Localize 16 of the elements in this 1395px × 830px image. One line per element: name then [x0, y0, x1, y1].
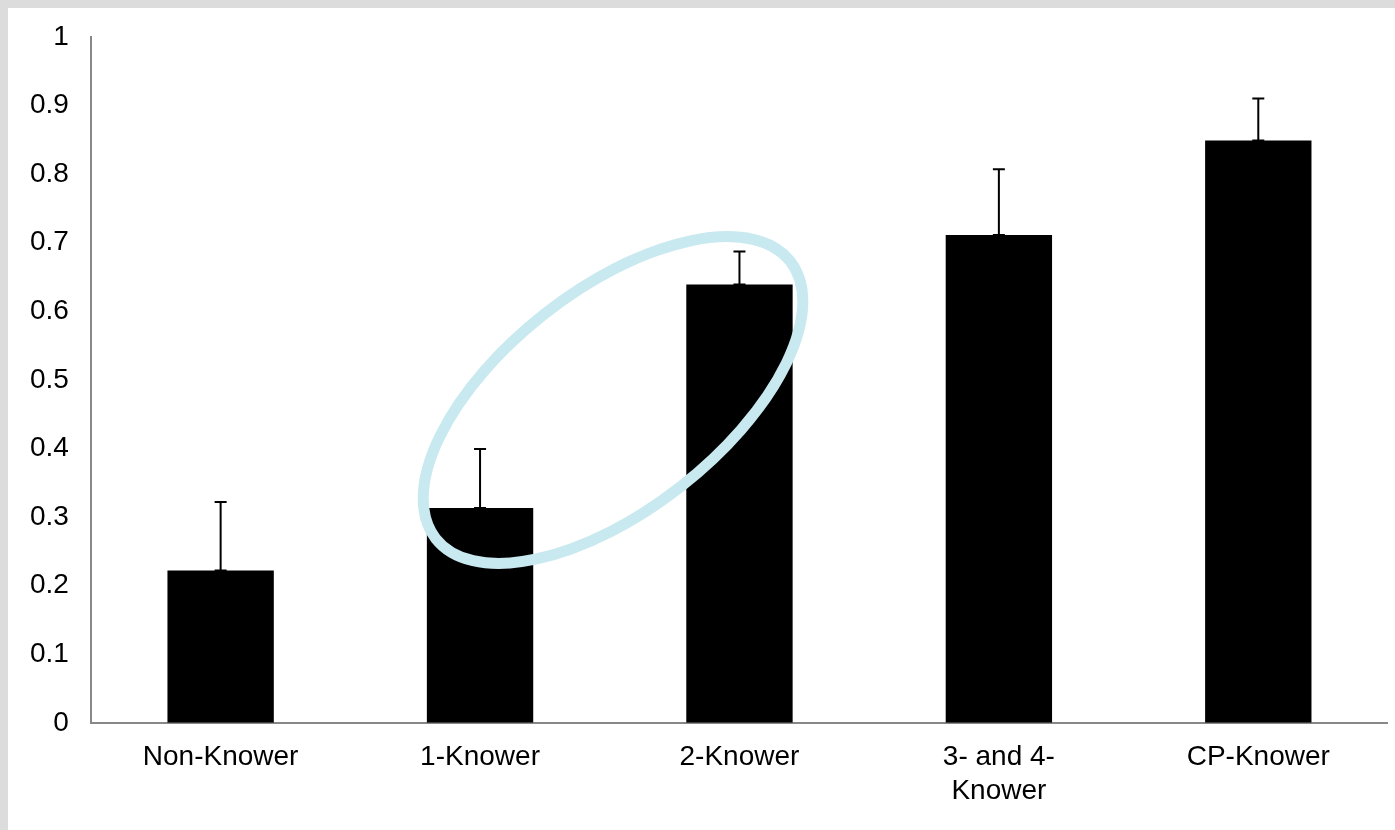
y-tick-label: 0.2 [29, 568, 69, 600]
x-tick-label: 2-Knower [679, 740, 800, 772]
y-tick-label: 0.4 [29, 431, 69, 463]
y-tick-label: 0.6 [29, 293, 69, 325]
y-tick-label: 0 [53, 705, 69, 737]
y-tick-label: 0.1 [29, 636, 69, 668]
x-tick-label: Non-Knower [142, 740, 299, 772]
x-tick-label: CP-Knower [1186, 740, 1330, 772]
y-tick-label: 0.3 [29, 499, 69, 531]
x-tick-label: 3- and 4- Knower [942, 740, 1055, 805]
y-tick-label: 0.8 [29, 156, 69, 188]
y-tick-label: 0.9 [29, 88, 69, 120]
y-tick-label: 0.5 [29, 362, 69, 394]
y-tick-label: 0.7 [29, 225, 69, 257]
x-tick-label: 1-Knower [420, 740, 540, 772]
y-tick-label: 1 [53, 19, 69, 51]
